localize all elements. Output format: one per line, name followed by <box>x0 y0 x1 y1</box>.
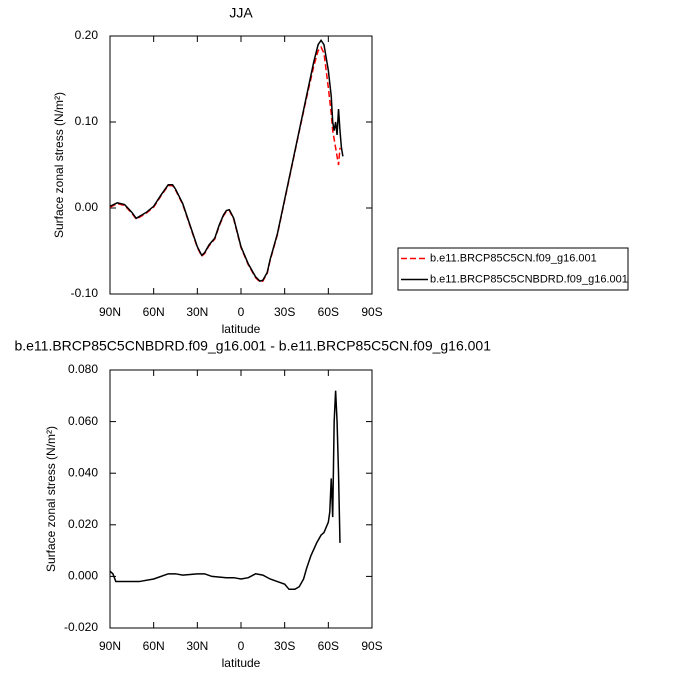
plot-frame <box>109 35 373 295</box>
y-tick-label: -0.020 <box>64 620 98 634</box>
y-axis-label: Surface zonal stress (N/m²) <box>44 426 58 572</box>
y-tick-label: 0.020 <box>68 517 98 531</box>
y-axis-label: Surface zonal stress (N/m²) <box>52 92 66 238</box>
y-tick-label: -0.10 <box>71 286 99 300</box>
x-tick-label: 30S <box>274 305 295 319</box>
x-tick-label: 30N <box>186 305 208 319</box>
legend-box <box>397 247 629 291</box>
y-tick-label: 0.060 <box>68 414 98 428</box>
y-tick-label: 0.10 <box>75 114 99 128</box>
x-tick-label: 90S <box>361 639 382 653</box>
y-tick-label: 0.080 <box>68 362 98 376</box>
data-line <box>109 38 344 282</box>
legend-label: b.e11.BRCP85C5CNBDRD.f09_g16.001 <box>430 273 628 285</box>
x-tick-label: 30S <box>274 639 295 653</box>
y-tick-label: 0.040 <box>68 465 98 479</box>
x-tick-label: 60N <box>143 305 165 319</box>
x-tick-label: 60S <box>318 305 339 319</box>
x-tick-label: 0 <box>238 639 245 653</box>
x-tick-label: 90S <box>361 305 382 319</box>
x-tick-label: 0 <box>238 305 245 319</box>
x-tick-label: 60S <box>318 639 339 653</box>
x-tick-label: 90N <box>99 305 121 319</box>
y-tick-label: 0.00 <box>75 200 99 214</box>
data-line <box>109 390 341 591</box>
chart-title: b.e11.BRCP85C5CNBDRD.f09_g16.001 - b.e11… <box>14 338 491 354</box>
x-axis-label: latitude <box>222 322 261 336</box>
legend-label: b.e11.BRCP85C5CN.f09_g16.001 <box>430 252 597 264</box>
chart-title: JJA <box>229 5 253 21</box>
x-axis-label: latitude <box>222 656 261 670</box>
y-tick-label: 0.20 <box>75 28 99 42</box>
y-tick-label: 0.000 <box>68 569 98 583</box>
x-tick-label: 60N <box>143 639 165 653</box>
data-line <box>109 45 341 283</box>
x-tick-label: 90N <box>99 639 121 653</box>
x-tick-label: 30N <box>186 639 208 653</box>
